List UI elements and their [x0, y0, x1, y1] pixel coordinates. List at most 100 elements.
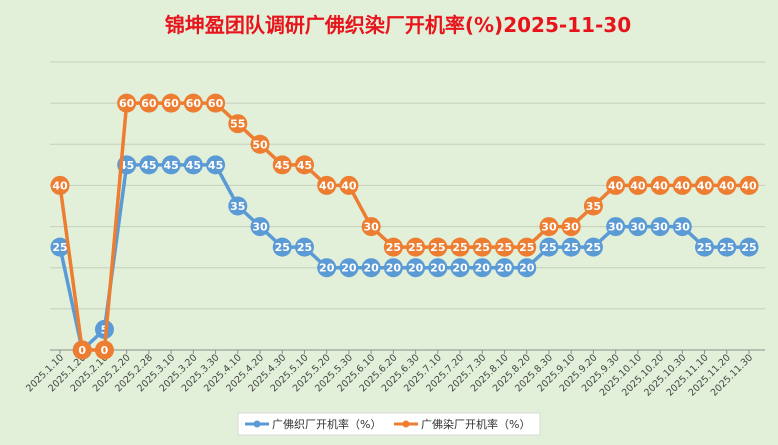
- data-label: 60: [141, 97, 157, 110]
- data-label: 20: [364, 262, 380, 275]
- data-label: 25: [564, 241, 579, 254]
- data-label: 40: [319, 179, 335, 192]
- data-point: [206, 93, 226, 113]
- data-point: [50, 175, 70, 195]
- data-point: [117, 93, 137, 113]
- data-point: [250, 134, 270, 154]
- data-label: 40: [697, 179, 713, 192]
- data-point: [139, 93, 159, 113]
- data-point: [94, 319, 114, 339]
- data-label: 30: [675, 221, 691, 234]
- data-label: 20: [408, 262, 424, 275]
- data-point: [672, 175, 692, 195]
- data-point: [450, 258, 470, 278]
- data-label: 30: [608, 221, 624, 234]
- data-point: [183, 155, 203, 175]
- data-label: 25: [52, 241, 67, 254]
- data-point: [606, 217, 626, 237]
- data-point: [294, 237, 314, 257]
- data-label: 25: [275, 241, 290, 254]
- data-label: 60: [163, 97, 179, 110]
- data-label: 40: [652, 179, 668, 192]
- data-point: [228, 114, 248, 134]
- data-point: [672, 217, 692, 237]
- data-point: [583, 196, 603, 216]
- data-point: [361, 258, 381, 278]
- data-label: 25: [519, 241, 534, 254]
- legend-marker-dyeing: [402, 420, 410, 428]
- data-label: 25: [452, 241, 467, 254]
- data-label: 25: [497, 241, 512, 254]
- data-point: [161, 93, 181, 113]
- data-point: [161, 155, 181, 175]
- data-label: 20: [497, 262, 513, 275]
- data-label: 40: [719, 179, 735, 192]
- data-point: [539, 237, 559, 257]
- data-label: 45: [275, 159, 290, 172]
- data-point: [650, 217, 670, 237]
- data-label: 40: [52, 179, 68, 192]
- data-label: 35: [586, 200, 601, 213]
- data-point: [317, 258, 337, 278]
- data-point: [339, 258, 359, 278]
- data-label: 25: [741, 241, 756, 254]
- data-label: 25: [541, 241, 556, 254]
- data-label: 40: [741, 179, 757, 192]
- data-label: 20: [519, 262, 535, 275]
- data-point: [428, 258, 448, 278]
- data-point: [339, 175, 359, 195]
- series-layer: 25 0 5 45 45 45 45 45 35 30 25 25 20 20 20 20 20 20 20 20 20…: [50, 93, 759, 360]
- data-label: 25: [586, 241, 601, 254]
- data-label: 25: [475, 241, 490, 254]
- data-point: [139, 155, 159, 175]
- data-point: [606, 175, 626, 195]
- data-label: 25: [697, 241, 712, 254]
- data-label: 55: [230, 118, 245, 131]
- data-label: 20: [319, 262, 335, 275]
- data-point: [739, 175, 759, 195]
- data-point: [428, 237, 448, 257]
- data-label: 30: [564, 221, 580, 234]
- data-label: 45: [186, 159, 201, 172]
- data-point: [628, 217, 648, 237]
- data-label: 45: [297, 159, 312, 172]
- data-point: [406, 237, 426, 257]
- data-label: 20: [430, 262, 446, 275]
- data-label: 30: [364, 221, 380, 234]
- data-label: 30: [630, 221, 646, 234]
- data-label: 20: [452, 262, 468, 275]
- data-point: [50, 237, 70, 257]
- data-point: [539, 217, 559, 237]
- data-point: [272, 237, 292, 257]
- data-label: 50: [252, 138, 268, 151]
- data-point: [561, 217, 581, 237]
- data-point: [695, 237, 715, 257]
- legend-label-weaving: 广佛织厂开机率（%）: [272, 417, 381, 431]
- legend: 广佛织厂开机率（%） 广佛染厂开机率（%）: [237, 412, 541, 436]
- data-point: [561, 237, 581, 257]
- data-point: [383, 258, 403, 278]
- data-label: 0: [78, 344, 86, 357]
- data-point: [450, 237, 470, 257]
- data-point: [294, 155, 314, 175]
- data-point: [406, 258, 426, 278]
- data-point: [472, 237, 492, 257]
- data-point: [94, 340, 114, 360]
- data-point: [472, 258, 492, 278]
- data-point: [206, 155, 226, 175]
- data-point: [517, 237, 537, 257]
- data-point: [228, 196, 248, 216]
- data-label: 25: [297, 241, 312, 254]
- data-point: [250, 217, 270, 237]
- data-label: 45: [141, 159, 156, 172]
- data-point: [72, 340, 92, 360]
- data-point: [739, 237, 759, 257]
- data-label: 45: [208, 159, 223, 172]
- data-label: 30: [541, 221, 557, 234]
- data-label: 0: [101, 344, 109, 357]
- data-point: [383, 237, 403, 257]
- legend-label-dyeing: 广佛染厂开机率（%）: [421, 417, 530, 431]
